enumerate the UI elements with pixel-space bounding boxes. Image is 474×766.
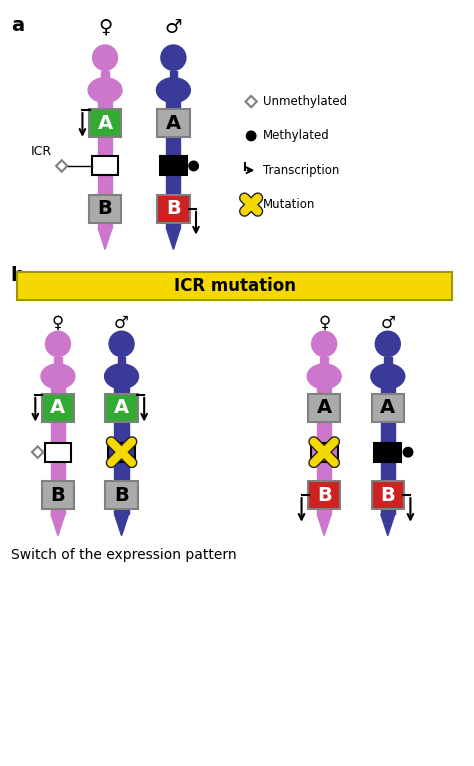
Circle shape xyxy=(92,44,118,71)
Text: B: B xyxy=(51,486,65,505)
Text: A: A xyxy=(98,113,113,133)
Text: B: B xyxy=(98,199,112,218)
FancyBboxPatch shape xyxy=(308,394,340,422)
FancyBboxPatch shape xyxy=(157,195,190,223)
FancyBboxPatch shape xyxy=(308,481,340,509)
Circle shape xyxy=(189,161,198,171)
FancyBboxPatch shape xyxy=(372,394,404,422)
Text: A: A xyxy=(114,398,129,417)
Text: Unmethylated: Unmethylated xyxy=(263,95,347,108)
Text: ♀: ♀ xyxy=(52,314,64,332)
Text: Switch of the expression pattern: Switch of the expression pattern xyxy=(11,548,237,561)
FancyBboxPatch shape xyxy=(89,109,121,137)
Circle shape xyxy=(374,330,401,357)
Ellipse shape xyxy=(105,364,138,388)
Circle shape xyxy=(160,44,187,71)
Text: ♂: ♂ xyxy=(114,314,129,332)
Circle shape xyxy=(109,330,135,357)
Text: Methylated: Methylated xyxy=(263,129,330,142)
Text: ♂: ♂ xyxy=(380,314,395,332)
FancyBboxPatch shape xyxy=(160,156,187,175)
Text: a: a xyxy=(11,15,24,34)
Ellipse shape xyxy=(88,77,122,103)
Text: ♀: ♀ xyxy=(318,314,330,332)
Circle shape xyxy=(403,447,413,457)
FancyBboxPatch shape xyxy=(311,443,337,462)
Polygon shape xyxy=(32,447,43,458)
Polygon shape xyxy=(98,228,112,250)
Polygon shape xyxy=(51,366,65,514)
Circle shape xyxy=(246,131,256,141)
Polygon shape xyxy=(384,357,392,366)
Text: A: A xyxy=(50,398,65,417)
FancyBboxPatch shape xyxy=(89,195,121,223)
FancyBboxPatch shape xyxy=(108,443,135,462)
Polygon shape xyxy=(381,514,395,535)
FancyBboxPatch shape xyxy=(45,443,72,462)
Polygon shape xyxy=(98,80,112,228)
Polygon shape xyxy=(101,71,109,80)
Text: A: A xyxy=(380,398,395,417)
Ellipse shape xyxy=(371,364,405,388)
Polygon shape xyxy=(317,366,331,514)
Circle shape xyxy=(45,330,71,357)
FancyBboxPatch shape xyxy=(374,443,401,462)
Ellipse shape xyxy=(307,364,341,388)
Text: Mutation: Mutation xyxy=(263,198,315,211)
FancyBboxPatch shape xyxy=(91,156,118,175)
Text: B: B xyxy=(381,486,395,505)
FancyBboxPatch shape xyxy=(157,109,190,137)
Text: ICR mutation: ICR mutation xyxy=(173,277,296,296)
Polygon shape xyxy=(317,514,331,535)
Text: B: B xyxy=(114,486,129,505)
Text: b: b xyxy=(11,266,25,285)
Text: ♀: ♀ xyxy=(98,18,112,37)
Polygon shape xyxy=(118,357,125,366)
Circle shape xyxy=(311,330,337,357)
Text: B: B xyxy=(317,486,331,505)
FancyBboxPatch shape xyxy=(372,481,404,509)
Text: ICR: ICR xyxy=(31,145,52,158)
Polygon shape xyxy=(51,514,65,535)
Polygon shape xyxy=(320,357,328,366)
Polygon shape xyxy=(56,160,67,172)
Polygon shape xyxy=(166,80,181,228)
Polygon shape xyxy=(246,96,257,107)
Text: Transcription: Transcription xyxy=(263,164,339,177)
Text: A: A xyxy=(166,113,181,133)
Ellipse shape xyxy=(41,364,75,388)
Text: A: A xyxy=(317,398,332,417)
Polygon shape xyxy=(381,366,395,514)
Text: B: B xyxy=(166,199,181,218)
Text: ♂: ♂ xyxy=(164,18,182,37)
FancyBboxPatch shape xyxy=(105,394,138,422)
FancyBboxPatch shape xyxy=(42,394,74,422)
FancyBboxPatch shape xyxy=(42,481,74,509)
Polygon shape xyxy=(115,514,128,535)
FancyBboxPatch shape xyxy=(105,481,138,509)
Polygon shape xyxy=(166,228,181,250)
Polygon shape xyxy=(115,366,128,514)
Ellipse shape xyxy=(156,77,191,103)
FancyBboxPatch shape xyxy=(17,273,452,300)
Polygon shape xyxy=(170,71,177,80)
Polygon shape xyxy=(54,357,62,366)
